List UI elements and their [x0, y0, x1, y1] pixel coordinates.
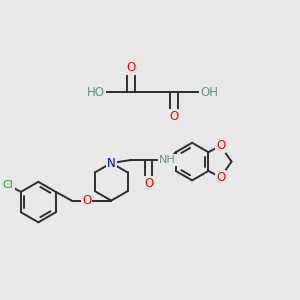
Text: Cl: Cl: [3, 180, 14, 190]
Text: O: O: [216, 139, 225, 152]
Text: OH: OH: [200, 85, 218, 99]
Text: O: O: [144, 177, 154, 190]
Text: N: N: [107, 157, 116, 169]
Text: O: O: [216, 171, 225, 184]
Text: NH: NH: [159, 155, 176, 165]
Text: O: O: [126, 61, 136, 74]
Text: O: O: [170, 110, 179, 123]
Text: O: O: [82, 194, 92, 207]
Text: HO: HO: [87, 85, 105, 99]
